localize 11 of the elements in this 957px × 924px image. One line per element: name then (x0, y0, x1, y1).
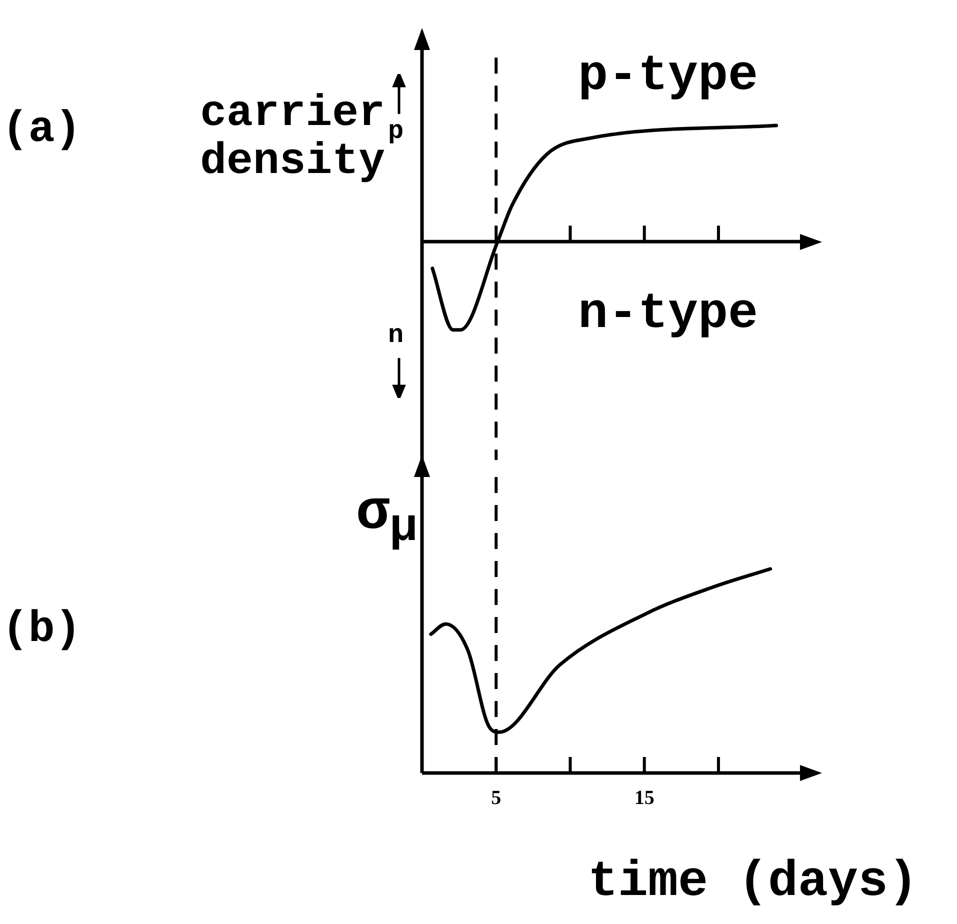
text: p (388, 116, 404, 146)
y-axis-title: σ$_{μ}$ (356, 481, 418, 556)
y-axis-title: carrier density (199, 89, 385, 188)
annotation: n-type (578, 286, 758, 343)
text: n (388, 320, 404, 350)
text: (b) (2, 605, 82, 655)
x-tick-label: 5 (491, 787, 502, 810)
text: p-type (578, 48, 758, 105)
x-axis-title: time (days) (588, 854, 918, 911)
text: (a) (2, 105, 82, 155)
x-tick-label: 15 (634, 787, 654, 810)
